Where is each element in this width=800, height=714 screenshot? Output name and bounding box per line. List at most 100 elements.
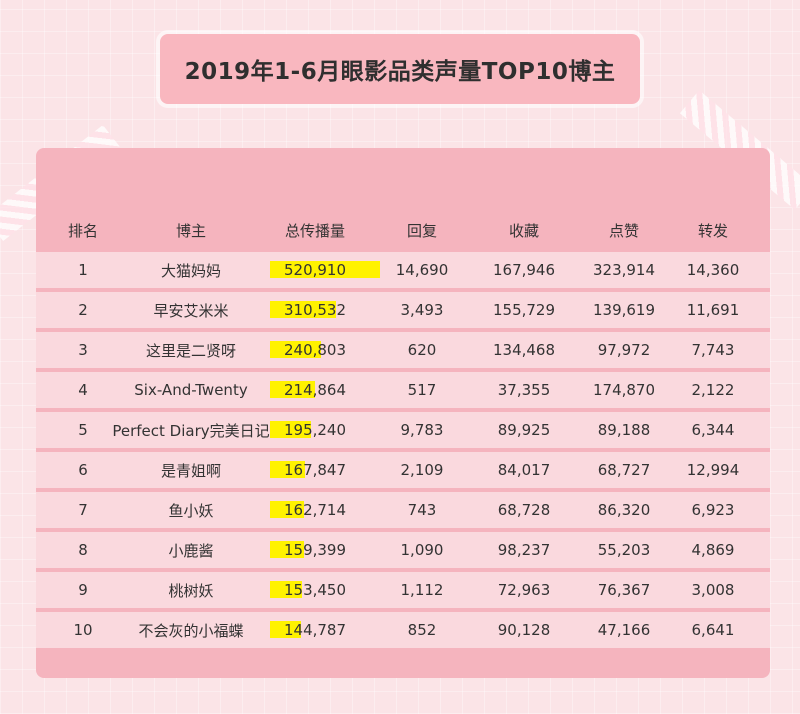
col-forward-cell: 6,641 [691,621,735,639]
col-total-cell: 214,864 [283,381,347,399]
col-blogger-cell: 是青姐啊 [160,461,221,480]
col-collect-cell: 72,963 [497,581,551,599]
col-total-cell: 153,450 [283,581,347,599]
header-col-forward: 转发 [697,221,728,240]
col-reply-cell: 2,109 [400,461,444,479]
total-highlight-bar [270,461,305,478]
table-row: 10 不会灰的小福蝶 144,787 852 90,128 47,166 6,641 [36,612,770,648]
col-reply-cell: 620 [407,341,437,359]
col-forward-cell: 12,994 [686,461,740,479]
col-reply-cell: 852 [407,621,437,639]
col-like-cell: 47,166 [597,621,651,639]
col-total-cell: 159,399 [283,541,347,559]
col-forward-cell: 2,122 [691,381,735,399]
header-col-collect: 收藏 [508,221,539,240]
total-highlight-bar [270,341,321,358]
col-collect-cell: 167,946 [492,261,556,279]
col-forward-cell: 6,344 [691,421,735,439]
col-blogger-cell: 小鹿酱 [168,541,214,560]
col-reply-cell: 1,090 [400,541,444,559]
col-reply-cell: 517 [407,381,437,399]
col-blogger-cell: 早安艾米米 [153,301,229,320]
table-row: 5 Perfect Diary完美日记 195,240 9,783 89,925 89,1… [36,412,770,448]
col-forward-cell: 4,869 [691,541,735,559]
col-collect-cell: 155,729 [492,301,556,319]
col-reply-cell: 14,690 [395,261,449,279]
table-row: 7 鱼小妖 162,714 743 68,728 86,320 6,923 [36,492,770,528]
col-like-cell: 97,972 [597,341,651,359]
total-highlight-bar [270,621,301,638]
col-total-cell: 520,910 [283,261,347,279]
page-title: 2019年1-6月眼影品类声量TOP10博主 [184,59,616,85]
col-reply-cell: 9,783 [400,421,444,439]
col-blogger-cell: 鱼小妖 [168,501,214,520]
table-row: 9 桃树妖 153,450 1,112 72,963 76,367 3,008 [36,572,770,608]
col-collect-cell: 84,017 [497,461,551,479]
col-like-cell: 76,367 [597,581,651,599]
col-rank-cell: 6 [78,461,88,479]
col-like-cell: 68,727 [597,461,651,479]
col-blogger-cell: 桃树妖 [168,581,214,600]
title-banner: 2019年1-6月眼影品类声量TOP10博主 [160,34,640,104]
col-like-cell: 139,619 [592,301,656,319]
col-like-cell: 89,188 [597,421,651,439]
col-rank-cell: 4 [78,381,88,399]
col-collect-cell: 90,128 [497,621,551,639]
table-row: 8 小鹿酱 159,399 1,090 98,237 55,203 4,869 [36,532,770,568]
col-total-cell: 195,240 [283,421,347,439]
table-row: 2 早安艾米米 310,532 3,493 155,729 139,619 11,691 [36,292,770,328]
col-reply-cell: 743 [407,501,437,519]
col-total-cell: 167,847 [283,461,347,479]
ranking-table: 排名 博主 总传播量 回复 收藏 点赞 转发 1 大猫妈妈 520,910 14,690 167,9… [36,148,770,678]
col-forward-cell: 6,923 [691,501,735,519]
col-forward-cell: 14,360 [686,261,740,279]
col-collect-cell: 68,728 [497,501,551,519]
header-col-like: 点赞 [608,221,639,240]
table-row: 4 Six-And-Twenty 214,864 517 37,355 174,870 2,… [36,372,770,408]
col-total-cell: 144,787 [283,621,347,639]
col-collect-cell: 89,925 [497,421,551,439]
total-highlight-bar [270,581,302,598]
table-row: 6 是青姐啊 167,847 2,109 84,017 68,727 12,994 [36,452,770,488]
col-collect-cell: 37,355 [497,381,551,399]
col-rank-cell: 2 [78,301,88,319]
col-rank-cell: 3 [78,341,88,359]
table-row: 3 这里是二贤呀 240,803 620 134,468 97,972 7,743 [36,332,770,368]
header-col-rank: 排名 [67,221,98,240]
header-col-total: 总传播量 [284,221,345,240]
col-reply-cell: 1,112 [400,581,444,599]
col-blogger-cell: 这里是二贤呀 [145,341,236,360]
col-like-cell: 323,914 [592,261,656,279]
col-like-cell: 86,320 [597,501,651,519]
table-row: 1 大猫妈妈 520,910 14,690 167,946 323,914 14,360 [36,252,770,288]
col-total-cell: 310,532 [283,301,347,319]
total-highlight-bar [270,541,304,558]
col-blogger-cell: Six-And-Twenty [134,381,248,399]
total-highlight-bar [270,381,315,398]
col-forward-cell: 3,008 [691,581,735,599]
col-rank-cell: 1 [78,261,88,279]
total-highlight-bar [270,261,380,278]
col-rank-cell: 9 [78,581,88,599]
col-rank-cell: 5 [78,421,88,439]
total-highlight-bar [270,501,304,518]
col-collect-cell: 98,237 [497,541,551,559]
col-forward-cell: 11,691 [686,301,740,319]
col-forward-cell: 7,743 [691,341,735,359]
col-reply-cell: 3,493 [400,301,444,319]
total-highlight-bar [270,301,336,318]
col-blogger-cell: 大猫妈妈 [160,261,221,280]
col-collect-cell: 134,468 [492,341,556,359]
header-col-blogger: 博主 [175,221,206,240]
col-blogger-cell: Perfect Diary完美日记 [112,421,270,440]
col-total-cell: 240,803 [283,341,347,359]
col-blogger-cell: 不会灰的小福蝶 [138,621,244,640]
col-rank-cell: 7 [78,501,88,519]
total-highlight-bar [270,421,311,438]
col-like-cell: 55,203 [597,541,651,559]
table-header: 排名 博主 总传播量 回复 收藏 点赞 转发 [36,212,770,248]
col-rank-cell: 8 [78,541,88,559]
col-like-cell: 174,870 [592,381,656,399]
col-rank-cell: 10 [73,621,93,639]
header-col-reply: 回复 [406,221,437,240]
